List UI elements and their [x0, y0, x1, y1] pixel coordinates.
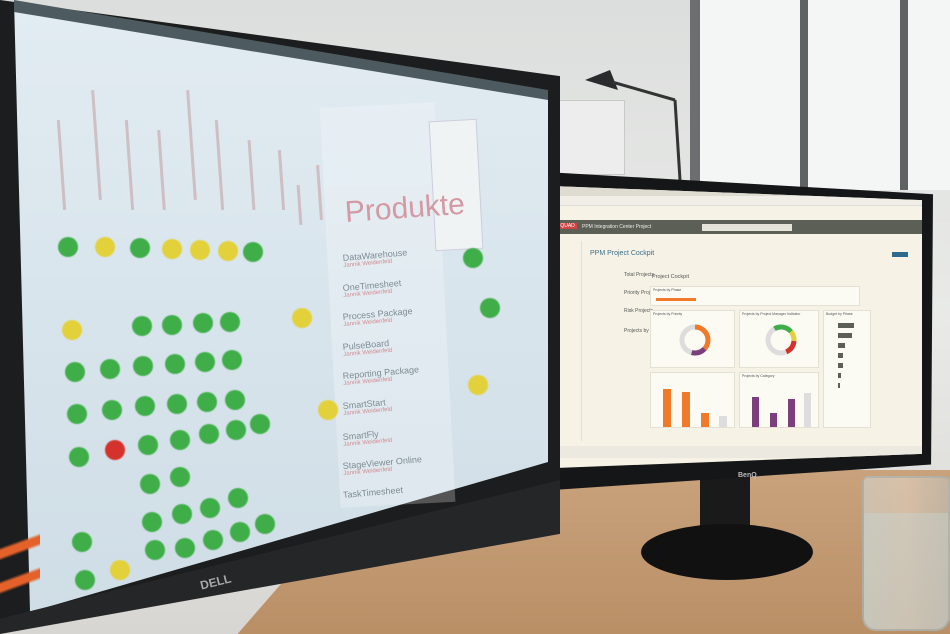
status-dot-green — [172, 504, 192, 524]
status-dot-green — [225, 390, 245, 410]
status-dot-green — [228, 488, 248, 508]
status-dot-yellow — [190, 240, 210, 260]
status-dot-green — [170, 467, 190, 487]
status-dot-green — [140, 474, 160, 494]
app-logo: SQUAD — [555, 223, 577, 229]
status-dot-yellow — [218, 241, 238, 261]
status-dot-green — [222, 350, 242, 370]
status-dot-green — [165, 354, 185, 374]
status-dot-green — [138, 435, 158, 455]
sidebar — [552, 241, 582, 441]
status-dot-green — [162, 315, 182, 335]
card-bars-orange — [650, 372, 735, 428]
taskbar — [552, 446, 922, 458]
status-dot-green — [230, 522, 250, 542]
status-dot-yellow — [468, 375, 488, 395]
status-dot-green — [69, 447, 89, 467]
status-dot-green — [67, 404, 87, 424]
wallpaper-accent — [0, 480, 40, 634]
status-dot-green — [142, 512, 162, 532]
right-monitor-screen: SQUAD PPM Integration Center Project PPM… — [552, 186, 922, 468]
status-dot-green — [220, 312, 240, 332]
status-dot-green — [133, 356, 153, 376]
status-dot-green — [195, 352, 215, 372]
status-dot-green — [199, 424, 219, 444]
status-dot-green — [255, 514, 275, 534]
status-dot-green — [193, 313, 213, 333]
card-phase: Projects by Phase — [650, 286, 860, 306]
status-dot-red — [105, 440, 125, 460]
status-dot-green — [175, 538, 195, 558]
page-title: PPM Project Cockpit — [590, 250, 655, 257]
action-button[interactable] — [892, 252, 908, 257]
status-dot-green — [135, 396, 155, 416]
status-dot-yellow — [95, 237, 115, 257]
status-dot-green — [100, 359, 120, 379]
status-dot-yellow — [318, 400, 338, 420]
status-dot-green — [203, 530, 223, 550]
status-dot-yellow — [162, 239, 182, 259]
status-dot-green — [463, 248, 483, 268]
status-dot-green — [226, 420, 246, 440]
app-title: PPM Integration Center Project — [582, 224, 652, 230]
status-dot-green — [75, 570, 95, 590]
status-dot-yellow — [292, 308, 312, 328]
status-dot-yellow — [110, 560, 130, 580]
desk-lamp — [585, 70, 682, 180]
status-dot-green — [167, 394, 187, 414]
water-glass — [862, 476, 950, 631]
status-dot-green — [130, 238, 150, 258]
benq-logo: BenQ — [738, 472, 757, 479]
status-dot-green — [170, 430, 190, 450]
monitor-stand — [641, 470, 813, 580]
status-dot-green — [243, 242, 263, 262]
window — [690, 0, 950, 190]
status-dot-green — [132, 316, 152, 336]
status-dot-green — [145, 540, 165, 560]
search-input[interactable] — [702, 224, 792, 231]
status-dot-green — [200, 498, 220, 518]
status-dot-green — [102, 400, 122, 420]
card-category: Projects by Category — [739, 372, 819, 428]
status-dot-green — [72, 532, 92, 552]
status-dot-green — [480, 298, 500, 318]
indicator-donut — [765, 324, 797, 356]
status-dot-green — [197, 392, 217, 412]
priority-donut — [679, 324, 711, 356]
card-pm-indicator: Projects by Project Manager Indicator — [739, 310, 819, 368]
status-dot-green — [65, 362, 85, 382]
card-priority: Projects by Priority — [650, 310, 735, 368]
status-dot-green — [250, 414, 270, 434]
dropdown-menu[interactable] — [428, 118, 484, 252]
status-dot-yellow — [62, 320, 82, 340]
section-title: Project Cockpit — [652, 274, 689, 280]
status-dot-green — [58, 237, 78, 257]
card-budget: Budget by Phase — [823, 310, 871, 428]
